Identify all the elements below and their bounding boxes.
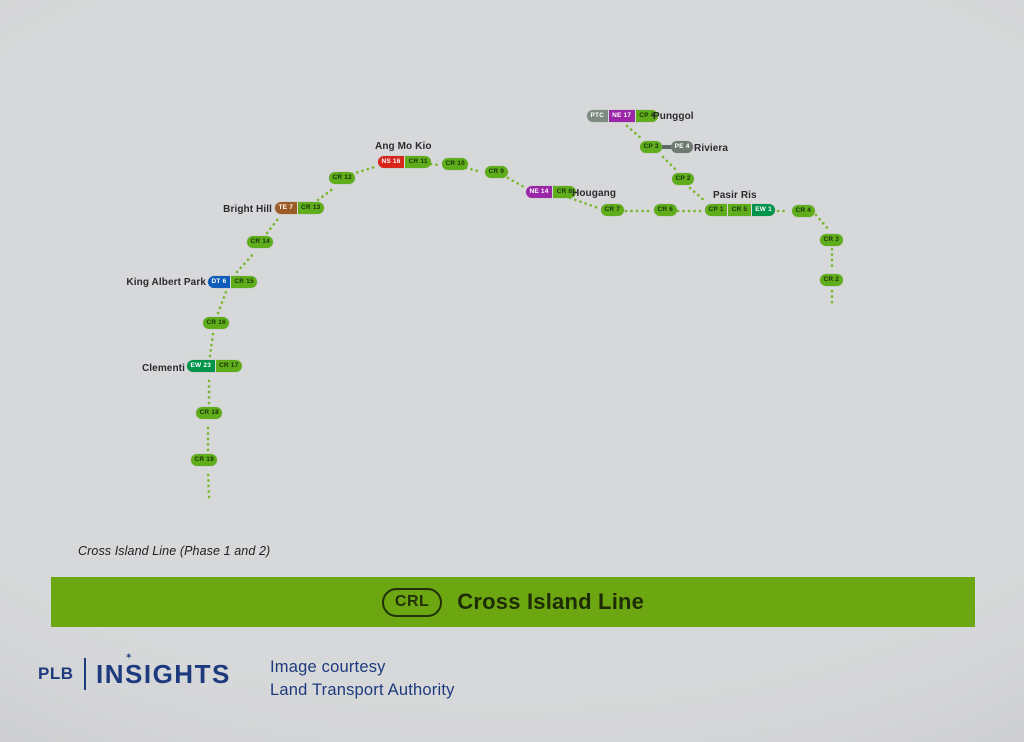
interchange-link-bar	[662, 145, 672, 149]
line-badge-ptc: PTC	[587, 110, 608, 122]
line-badge-cr-11: CR 11	[405, 156, 432, 168]
station-badge-cr-18: CR 18	[196, 407, 223, 419]
station-badge-cr-3: CR 3	[820, 234, 843, 246]
station-king-albert-park: DT 6 CR 15	[208, 276, 258, 288]
station-badge-cr-7: CR 7	[601, 204, 624, 216]
line-badge-te-7: TE 7	[275, 202, 297, 214]
station-label-pasir-ris: Pasir Ris	[713, 190, 757, 201]
line-badge-cr-4: CR 4	[792, 205, 815, 217]
line-badge-cp-2: CP 2	[672, 173, 695, 185]
station-clementi: EW 23 CR 17	[187, 360, 242, 372]
line-badge-cr-14: CR 14	[247, 236, 274, 248]
line-badge-ew-1: EW 1	[751, 204, 776, 216]
line-badge-cr-16: CR 16	[203, 317, 230, 329]
line-badge-cr-12: CR 12	[329, 172, 356, 184]
station-badge-cr-16: CR 16	[203, 317, 230, 329]
station-badge-cp-2: CP 2	[672, 173, 695, 185]
line-badge-ne-14: NE 14	[526, 186, 553, 198]
line-badge-dt-6: DT 6	[208, 276, 230, 288]
logo-divider	[83, 658, 86, 690]
line-badge-cp-4: CP 4	[635, 110, 658, 122]
station-badge-cr-19: CR 19	[191, 454, 218, 466]
line-badge-cp-1: CP 1	[705, 204, 728, 216]
line-badge-cr-5: CR 5	[728, 204, 751, 216]
line-badge-cr-18: CR 18	[196, 407, 223, 419]
station-label-punggol: Punggol	[653, 111, 694, 122]
crl-map: Cross Island Line (Phase 1 and 2) PTC NE …	[78, 110, 843, 558]
crl-banner: CRL Cross Island Line	[51, 577, 975, 627]
station-label-bright-hill: Bright Hill	[223, 204, 272, 215]
line-badge-cr-7: CR 7	[601, 204, 624, 216]
station-ang-mo-kio: NS 16 CR 11	[378, 156, 432, 168]
crl-line-roundel: CRL	[381, 587, 443, 617]
station-badge-cr-4: CR 4	[792, 205, 815, 217]
station-label-hougang: Hougang	[572, 188, 617, 199]
line-badge-ew-23: EW 23	[187, 360, 215, 372]
line-badge-cr-6: CR 6	[654, 204, 677, 216]
line-badge-pe-4: PE 4	[671, 141, 694, 153]
map-caption: Cross Island Line (Phase 1 and 2)	[78, 544, 271, 558]
credit-line-2: Land Transport Authority	[270, 681, 455, 699]
line-badge-cr-13: CR 13	[297, 202, 324, 214]
station-label-riviera: Riviera	[694, 143, 729, 154]
line-badge-cr-19: CR 19	[191, 454, 218, 466]
plb-insights-logo: PLB INSIGHTS ✶	[38, 651, 231, 690]
line-badge-ns-16: NS 16	[378, 156, 405, 168]
station-badge-cr-12: CR 12	[329, 172, 356, 184]
line-badge-cr-3: CR 3	[820, 234, 843, 246]
station-bright-hill: TE 7 CR 13	[275, 202, 324, 214]
station-badge-cr-14: CR 14	[247, 236, 274, 248]
brand-insights: INSIGHTS ✶	[96, 651, 231, 690]
station-label-king-albert-park: King Albert Park	[126, 277, 206, 288]
line-badge-cr-10: CR 10	[442, 158, 469, 170]
station-label-ang-mo-kio: Ang Mo Kio	[375, 141, 432, 152]
station-punggol: PTC NE 17 CP 4	[587, 110, 658, 122]
banner-title: Cross Island Line	[457, 589, 645, 614]
station-badge-cr-6: CR 6	[654, 204, 677, 216]
image-credit: Image courtesy Land Transport Authority	[270, 656, 455, 702]
line-badge-cr-8: CR 8	[553, 186, 576, 198]
station-pasir-ris: CP 1 CR 5 EW 1	[705, 204, 776, 216]
brand-plb: PLB	[38, 664, 74, 683]
line-badge-cr-15: CR 15	[230, 276, 258, 288]
station-hougang: NE 14 CR 8	[526, 186, 576, 198]
line-badge-cr-2: CR 2	[820, 274, 843, 286]
line-badge-ne-17: NE 17	[608, 110, 635, 122]
station-label-clementi: Clementi	[141, 363, 185, 374]
station-badge-cr-9: CR 9	[485, 166, 508, 178]
line-badge-cr-17: CR 17	[215, 360, 242, 372]
sparkle-icon: ✶	[125, 650, 135, 661]
brand-insights-text: INSIGHTS	[96, 658, 231, 689]
line-badge-cr-9: CR 9	[485, 166, 508, 178]
line-badge-cp-3: CP 3	[640, 141, 663, 153]
station-badge-cr-2: CR 2	[820, 274, 843, 286]
station-badge-cr-10: CR 10	[442, 158, 469, 170]
credit-line-1: Image courtesy	[270, 658, 386, 676]
station-riviera: CP 3 PE 4	[640, 141, 694, 153]
